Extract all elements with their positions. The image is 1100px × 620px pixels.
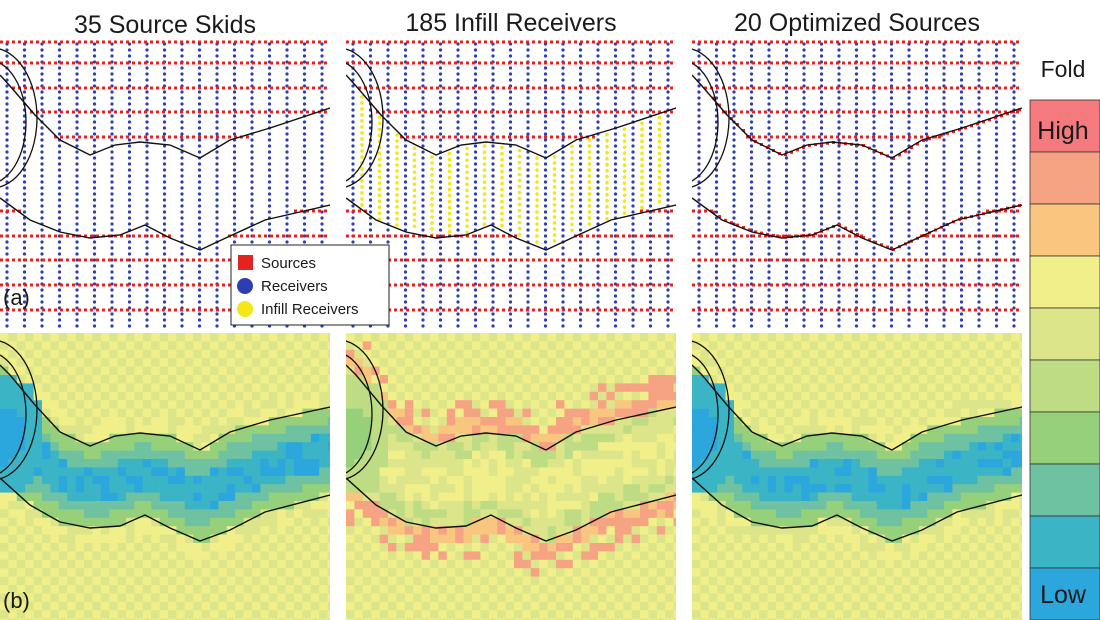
legend-infill: Infill Receivers bbox=[261, 301, 359, 318]
fold-map-source-skids bbox=[0, 333, 330, 620]
left-arc-outline bbox=[0, 340, 38, 480]
left-arc-outline bbox=[346, 340, 384, 480]
colorbar-swatch bbox=[1029, 255, 1100, 309]
infill-swatch bbox=[237, 301, 253, 317]
source-lines bbox=[0, 40, 327, 312]
colorbar-swatch bbox=[1029, 515, 1100, 569]
colorbar-swatch bbox=[1029, 99, 1100, 153]
fold-map-optimized-sources bbox=[692, 333, 1022, 620]
left-arc-outline bbox=[0, 48, 38, 188]
colorbar-swatch bbox=[1029, 411, 1100, 465]
left-arc-inner bbox=[692, 354, 719, 474]
colorbar-swatch bbox=[1029, 463, 1100, 517]
fold-colorbar bbox=[1029, 99, 1100, 620]
left-arc-outline bbox=[692, 340, 730, 480]
left-arc-inner bbox=[692, 62, 719, 182]
upper-boundary-line bbox=[0, 364, 330, 451]
source-lines bbox=[692, 40, 1019, 312]
lower-boundary-line bbox=[346, 477, 676, 542]
title-source-skids: 35 Source Skids bbox=[74, 11, 256, 39]
left-arc-outline bbox=[346, 48, 384, 188]
legend-receivers: Receivers bbox=[261, 278, 328, 295]
panel-label-b: (b) bbox=[3, 588, 30, 613]
lower-boundary-line bbox=[692, 197, 1022, 251]
colorbar-swatch bbox=[1029, 359, 1100, 413]
left-arc-inner bbox=[0, 354, 27, 474]
legend-sources: Sources bbox=[261, 255, 316, 272]
upper-boundary-line bbox=[346, 364, 676, 451]
lower-boundary-line bbox=[0, 197, 330, 251]
colorbar-low-label: Low bbox=[1040, 581, 1087, 609]
lower-boundary-line bbox=[692, 477, 1022, 542]
survey-panel-optimized-sources bbox=[692, 40, 1022, 330]
colorbar-swatch bbox=[1029, 151, 1100, 205]
title-optimized-sources: 20 Optimized Sources bbox=[734, 9, 980, 37]
left-arc-outline bbox=[692, 48, 730, 188]
upper-boundary-line bbox=[692, 364, 1022, 451]
fold-heatmap-cells bbox=[692, 333, 1022, 620]
legend: Sources Receivers Infill Receivers bbox=[230, 244, 390, 326]
left-arc-inner bbox=[0, 62, 27, 182]
colorbar-swatch bbox=[1029, 307, 1100, 361]
left-arc-inner bbox=[346, 354, 373, 474]
fold-heatmap-cells bbox=[0, 333, 330, 620]
sources-swatch bbox=[238, 255, 253, 270]
fold-map-infill-receivers bbox=[346, 333, 676, 620]
survey-panel-infill-receivers bbox=[346, 40, 676, 330]
lower-boundary-line bbox=[346, 197, 676, 251]
title-infill-receivers: 185 Infill Receivers bbox=[405, 9, 616, 37]
colorbar-swatch bbox=[1029, 203, 1100, 257]
colorbar-high-label: High bbox=[1037, 117, 1088, 145]
receivers-swatch bbox=[237, 278, 253, 294]
upper-boundary-line bbox=[0, 74, 330, 159]
infill-receiver-points bbox=[360, 95, 662, 244]
upper-boundary-line bbox=[692, 74, 1022, 159]
colorbar-title: Fold bbox=[1041, 56, 1086, 82]
left-arc-inner bbox=[346, 62, 373, 182]
upper-boundary-line bbox=[346, 74, 676, 159]
lower-boundary-line bbox=[0, 477, 330, 542]
colorbar-swatch bbox=[1029, 567, 1100, 620]
panel-label-a: (a) bbox=[3, 285, 30, 310]
fold-heatmap-cells bbox=[346, 333, 676, 620]
